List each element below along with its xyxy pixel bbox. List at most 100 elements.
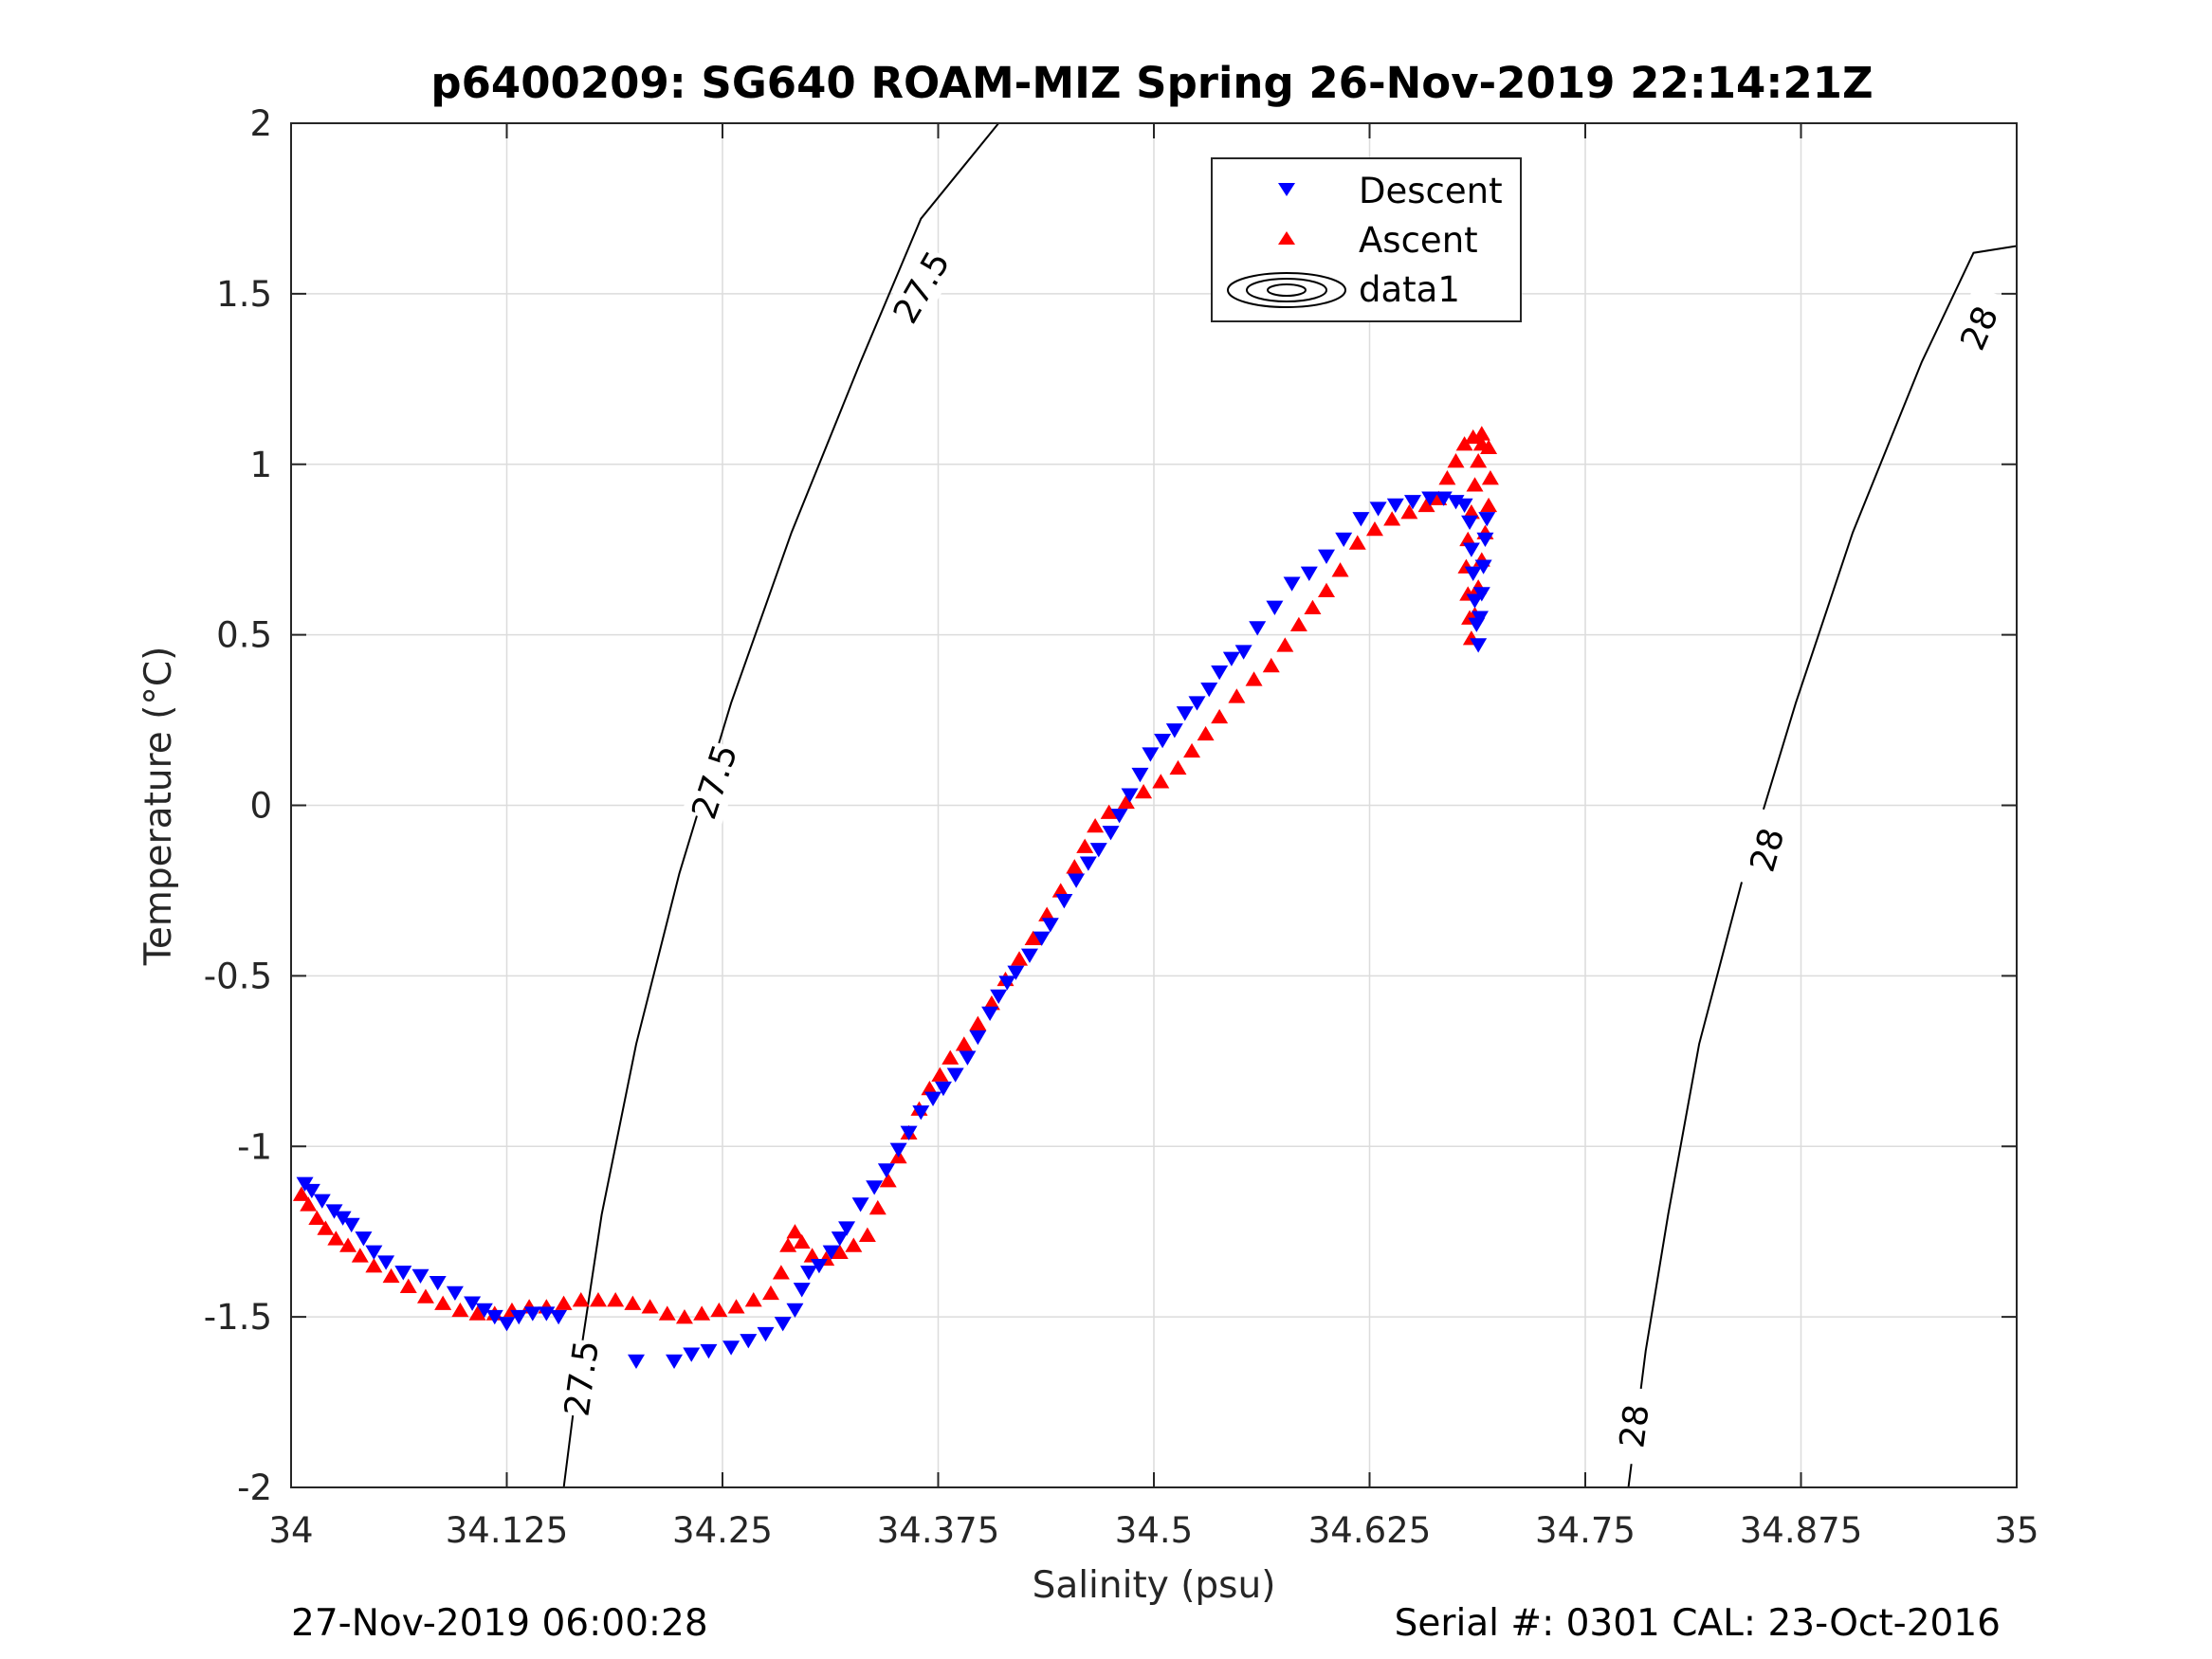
contour-label-bg	[1608, 1385, 1659, 1467]
descent-point	[1335, 532, 1353, 547]
descent-point	[1474, 559, 1492, 574]
ascent-point	[1066, 859, 1084, 874]
ascent-point	[1100, 804, 1118, 819]
descent-point	[1464, 566, 1482, 581]
x-axis-label: Salinity (psu)	[1033, 1564, 1276, 1607]
ascent-point	[1481, 470, 1499, 485]
descent-point	[550, 1309, 568, 1325]
y-axis-label: Temperature (°C)	[137, 647, 180, 967]
descent-point	[1466, 593, 1484, 609]
ascent-point	[641, 1299, 659, 1314]
ascent-point	[1438, 470, 1456, 485]
y-tick-label: -1.5	[204, 1297, 272, 1338]
ascent-point	[1197, 725, 1215, 741]
descent-point	[1249, 621, 1267, 636]
y-tick-label: 0.5	[216, 615, 272, 656]
ascent-point	[941, 1049, 960, 1065]
descent-point	[1089, 843, 1107, 858]
ascent-point	[416, 1288, 434, 1304]
ascent-point	[761, 1285, 779, 1301]
x-tick-label: 34.125	[446, 1510, 568, 1551]
descent-point	[1211, 665, 1229, 681]
ascent-point	[1245, 671, 1263, 686]
descent-point	[1020, 948, 1038, 963]
ascent-point	[779, 1237, 797, 1252]
x-tick-label: 34.625	[1308, 1510, 1431, 1551]
descent-point	[313, 1194, 331, 1209]
descent-point	[981, 1006, 999, 1022]
descent-point	[774, 1317, 792, 1332]
x-tick-label: 34.875	[1740, 1510, 1862, 1551]
descent-point	[1142, 747, 1160, 762]
descent-point	[377, 1255, 395, 1270]
ascent-point	[1447, 453, 1465, 468]
contour-label-bg	[884, 244, 959, 331]
ascent-point	[1455, 436, 1473, 451]
descent-point	[924, 1091, 942, 1106]
ascent-point	[710, 1302, 728, 1318]
descent-point	[1300, 566, 1318, 581]
descent-point	[1352, 512, 1370, 527]
descent-point	[683, 1347, 701, 1362]
descent-point	[722, 1340, 740, 1356]
ascent-point	[351, 1248, 369, 1263]
descent-point	[810, 1258, 828, 1274]
descent-point	[934, 1081, 952, 1097]
descent-point	[355, 1231, 373, 1247]
ascent-point	[727, 1299, 745, 1314]
ascent-point	[1466, 477, 1484, 492]
ascent-point	[607, 1292, 625, 1307]
ascent-point	[786, 1224, 804, 1239]
descent-point	[1102, 826, 1120, 841]
ascent-point	[1076, 838, 1094, 853]
descent-point	[1404, 495, 1421, 510]
ascent-point	[589, 1292, 607, 1307]
descent-point	[700, 1343, 718, 1359]
y-tick-label: -2	[237, 1468, 272, 1508]
ascent-point	[300, 1196, 318, 1212]
ascent-point	[1331, 562, 1349, 577]
ascent-point	[744, 1292, 762, 1307]
descent-point	[866, 1180, 884, 1195]
grid	[291, 123, 2017, 1487]
descent-point	[342, 1217, 360, 1233]
ascent-point	[1417, 497, 1435, 513]
descent-point	[838, 1221, 856, 1236]
descent-point	[1470, 638, 1488, 653]
legend-contour-label: data1	[1359, 269, 1460, 310]
ascent-point	[969, 1015, 987, 1030]
ascent-point	[845, 1237, 863, 1252]
y-tick-label: 0	[249, 786, 272, 827]
ascent-point	[572, 1292, 590, 1307]
ascent-point	[931, 1066, 949, 1082]
descent-point	[1055, 894, 1073, 909]
x-tick-label: 34.75	[1535, 1510, 1636, 1551]
descent-point	[969, 1030, 987, 1046]
ascent-point	[1087, 817, 1105, 833]
descent-point	[1200, 682, 1218, 698]
chart-title: p6400209: SG640 ROAM-MIZ Spring 26-Nov-2…	[430, 58, 1873, 108]
ascent-point	[772, 1265, 790, 1280]
descent-point	[1041, 918, 1059, 933]
descent-point	[800, 1266, 817, 1281]
ascent-point	[1152, 774, 1170, 789]
ascent-point	[1211, 708, 1229, 724]
descent-point	[1121, 788, 1139, 803]
y-tick-label: 1	[249, 445, 272, 485]
x-tick-label: 35	[1994, 1510, 2038, 1551]
ascent-point	[1051, 883, 1069, 898]
descent-point	[1068, 873, 1086, 888]
descent-point	[1478, 512, 1496, 527]
ascent-point	[365, 1258, 383, 1273]
ascent-point	[308, 1210, 326, 1225]
legend-descent-label: Descent	[1359, 171, 1503, 211]
descent-point	[1234, 645, 1252, 660]
ascent-point	[327, 1231, 345, 1246]
x-tick-label: 34.375	[877, 1510, 999, 1551]
descent-point	[1461, 515, 1479, 531]
legend-descent-marker	[1278, 183, 1295, 196]
descent-point	[959, 1050, 977, 1066]
descent-point	[1222, 651, 1240, 666]
descent-point	[334, 1211, 352, 1226]
descent-point	[365, 1245, 383, 1260]
